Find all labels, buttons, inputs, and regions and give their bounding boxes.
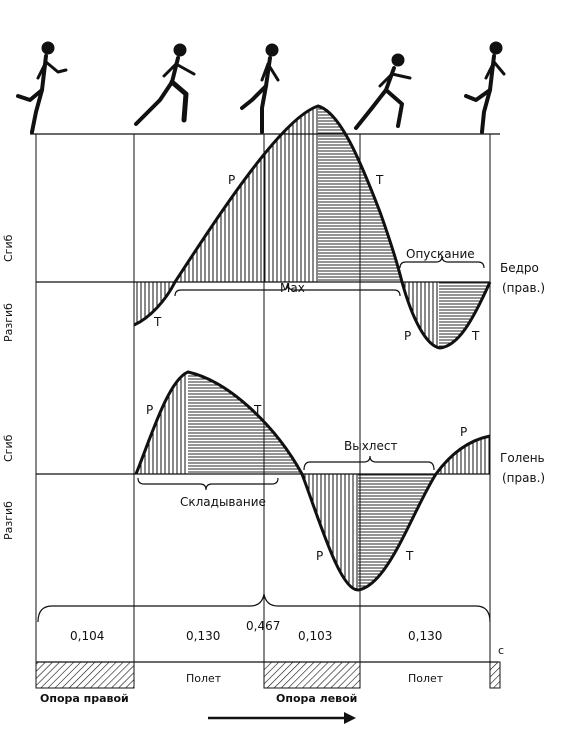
shin-curve-group bbox=[134, 370, 491, 592]
max-brace bbox=[174, 283, 401, 297]
shin-side: (прав.) bbox=[502, 471, 545, 485]
shin-extension-fill-accel bbox=[302, 474, 358, 590]
shin-phase-t2: Т bbox=[405, 549, 414, 563]
hip-extension-fill-decel bbox=[439, 282, 490, 348]
timing-row bbox=[35, 661, 501, 689]
total-time-brace bbox=[37, 593, 491, 623]
support-right-bar-2 bbox=[489, 661, 501, 689]
duration-4: 0,130 bbox=[408, 629, 442, 643]
hip-name: Бедро bbox=[500, 261, 539, 275]
shin-name: Голень bbox=[500, 451, 545, 465]
shin-flex-fill-accel bbox=[136, 372, 188, 474]
shin-phase-p2: Р bbox=[316, 549, 323, 563]
braces bbox=[37, 255, 491, 623]
hip-flex-fill-decel bbox=[318, 106, 402, 282]
hip-curve bbox=[133, 104, 492, 350]
flight-2-label: Полет bbox=[408, 672, 444, 685]
runner-figure-4 bbox=[354, 53, 412, 130]
support-right-bar bbox=[35, 661, 135, 689]
hip-extension-fill-accel bbox=[402, 282, 439, 348]
folding-label: Складывание bbox=[180, 495, 266, 509]
shin-phase-t1: Т bbox=[253, 403, 262, 417]
hip-flex-label: Сгиб bbox=[2, 234, 15, 262]
runner-figure-1 bbox=[16, 41, 68, 134]
time-unit: с bbox=[498, 644, 504, 657]
shin-curve bbox=[134, 370, 491, 592]
runner-figure-2 bbox=[134, 43, 196, 126]
shin-extend-label: Разгиб bbox=[2, 501, 15, 540]
shin-flex-fill-decel bbox=[188, 372, 302, 474]
support-right-label: Опора правой bbox=[40, 692, 129, 705]
flight-1-label: Полет bbox=[186, 672, 222, 685]
hip-extend-label: Разгиб bbox=[2, 303, 15, 342]
total-time: 0,467 bbox=[246, 619, 280, 633]
shin-extension-fill-decel bbox=[358, 474, 436, 590]
hip-phase-p1: Р bbox=[228, 173, 235, 187]
hip-phase-t2: Т bbox=[471, 329, 480, 343]
duration-3: 0,103 bbox=[298, 629, 332, 643]
shin-phase-p1: Р bbox=[146, 403, 153, 417]
hip-phase-p2: Р bbox=[404, 329, 411, 343]
labels: Сгиб Разгиб Сгиб Разгиб Бедро (прав.) Го… bbox=[2, 173, 545, 705]
max-label: Мах bbox=[280, 281, 305, 295]
folding-brace bbox=[137, 477, 279, 491]
whip-label: Выхлест bbox=[344, 439, 397, 453]
whip-brace bbox=[303, 455, 435, 471]
shin-flex-label: Сгиб bbox=[2, 434, 15, 462]
lowering-brace bbox=[399, 255, 485, 269]
duration-1: 0,104 bbox=[70, 629, 104, 643]
hip-phase-t-start: Т bbox=[153, 315, 162, 329]
hip-curve-group bbox=[133, 104, 492, 350]
hip-initial-extension-fill bbox=[134, 282, 175, 325]
runner-figure-5 bbox=[464, 41, 506, 134]
duration-2: 0,130 bbox=[186, 629, 220, 643]
support-left-bar bbox=[263, 661, 361, 689]
direction-arrow bbox=[208, 712, 356, 724]
runner-figure-3 bbox=[240, 43, 280, 134]
shin-final-flex-fill bbox=[436, 436, 490, 474]
hip-phase-t1: Т bbox=[375, 173, 384, 187]
hip-flex-fill-accel bbox=[175, 106, 318, 282]
shin-phase-p3: Р bbox=[460, 425, 467, 439]
lowering-label: Опускание bbox=[406, 247, 475, 261]
support-left-label: Опора левой bbox=[276, 692, 357, 705]
runner-figures bbox=[16, 41, 506, 134]
hip-side: (прав.) bbox=[502, 281, 545, 295]
